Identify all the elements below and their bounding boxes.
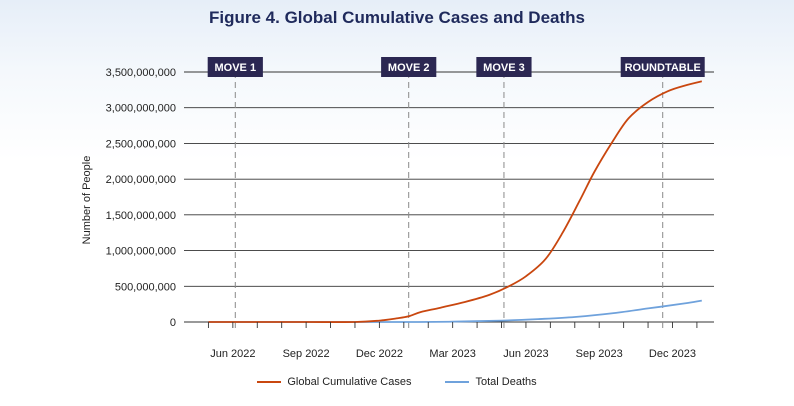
legend: Global Cumulative Cases Total Deaths: [0, 376, 794, 388]
grid: [184, 71, 714, 323]
marker-label: ROUNDTABLE: [625, 62, 701, 74]
y-tick-label: 500,000,000: [115, 281, 176, 293]
marker-label: MOVE 1: [215, 62, 257, 74]
legend-swatch-cases: [257, 381, 282, 383]
y-tick-label: 1,500,000,000: [106, 210, 176, 222]
marker-label-box: [207, 57, 263, 77]
x-tick-label: Dec 2022: [356, 348, 403, 360]
chart-title: Figure 4. Global Cumulative Cases and De…: [209, 8, 585, 27]
x-tick-label: Mar 2023: [429, 348, 475, 360]
y-tick-label: 2,000,000,000: [106, 174, 176, 186]
legend-item-deaths: Total Deaths: [445, 376, 537, 388]
x-tick-label: Jun 2023: [503, 348, 548, 360]
series-line-cases: [208, 80, 703, 323]
x-tick-label: Dec 2023: [649, 348, 696, 360]
legend-label-cases: Global Cumulative Cases: [287, 376, 412, 388]
marker-label: MOVE 2: [388, 62, 430, 74]
y-axis-label: Number of People: [81, 156, 93, 245]
event-markers: MOVE 1 MOVE 2 MOVE 3 ROUNDTABLE: [207, 57, 705, 332]
y-tick-label: 1,000,000,000: [106, 246, 176, 258]
legend-swatch-deaths: [445, 381, 470, 383]
y-tick-label: 0: [170, 317, 176, 329]
legend-item-cases: Global Cumulative Cases: [257, 376, 411, 388]
x-tick-label: Sep 2022: [283, 348, 330, 360]
axes: 0 500,000,000 1,000,000,000 1,500,000,000 2,…: [106, 67, 698, 360]
marker-label-box: [476, 57, 532, 77]
marker-label-box: [381, 57, 437, 77]
x-tick-label: Jun 2022: [210, 348, 255, 360]
y-tick-label: 3,500,000,000: [106, 67, 176, 79]
marker-label: MOVE 3: [483, 62, 525, 74]
y-tick-label: 2,500,000,000: [106, 138, 176, 150]
marker-label-box: [620, 57, 705, 77]
legend-label-deaths: Total Deaths: [475, 376, 537, 388]
y-tick-label: 3,000,000,000: [106, 103, 176, 115]
x-tick-label: Sep 2023: [576, 348, 623, 360]
series-lines: [208, 80, 703, 323]
